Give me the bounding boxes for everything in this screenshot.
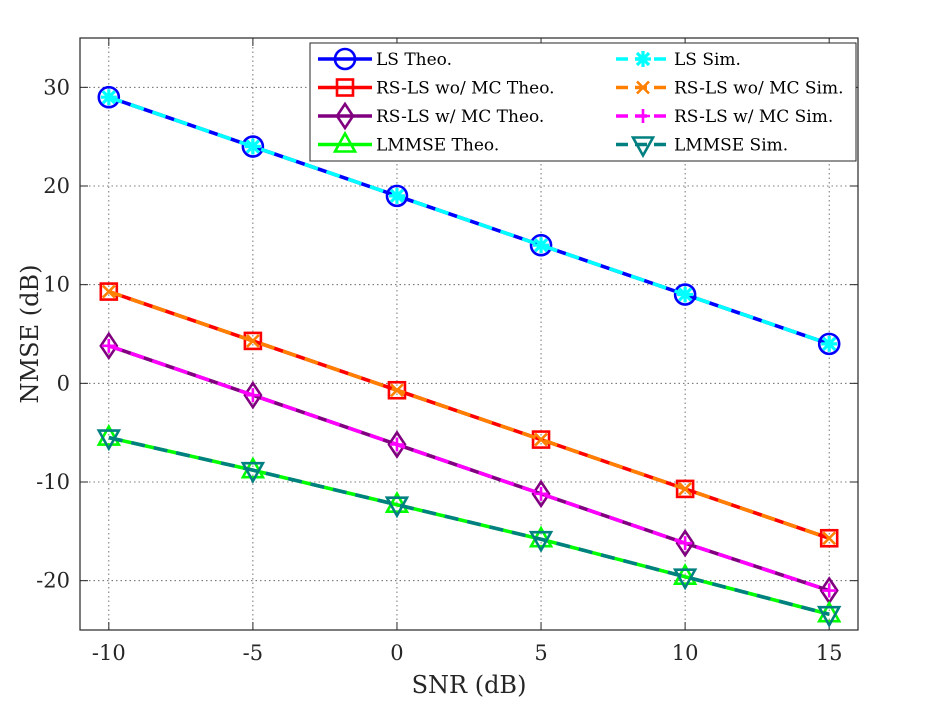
x-tick-label: 0 [390, 641, 403, 665]
y-tick-label: -20 [36, 569, 70, 593]
series-rs-ls-w-mc-sim [101, 338, 837, 598]
legend-label: RS-LS w/ MC Sim. [674, 107, 833, 127]
data-point-rs-ls-w-mc-theo [675, 528, 695, 558]
data-point-rs-ls-wo-mc-sim [678, 481, 693, 496]
data-point-lmmse-sim [816, 605, 842, 628]
legend-label: RS-LS w/ MC Theo. [376, 107, 544, 127]
data-point-ls-theo [385, 184, 409, 208]
data-point-rs-ls-wo-mc-sim [822, 531, 837, 546]
legend-entry-ls-theo: LS Theo. [318, 47, 452, 71]
tick-labels: -10 -5 0 5 10 15 -20 -10 0 10 20 30 [36, 75, 842, 665]
legend: LS Theo. LS Sim. RS-LS wo/ MC Theo. RS-LS w… [309, 42, 857, 162]
data-point-rs-ls-w-mc-theo [387, 430, 407, 459]
data-point-rs-ls-wo-mc-sim [245, 333, 260, 348]
legend-swatch-marker [335, 101, 355, 131]
x-axis-label: SNR (dB) [412, 671, 527, 699]
data-point-ls-sim [677, 286, 694, 303]
series-line-ls-sim [108, 95, 830, 346]
data-point-rs-ls-wo-mc-sim [534, 432, 548, 447]
data-point-ls-sim [100, 89, 117, 106]
data-point-ls-sim [821, 335, 838, 352]
x-tick-label: -10 [92, 641, 126, 665]
data-point-rs-ls-w-mc-theo [99, 331, 119, 361]
y-tick-label: 0 [57, 371, 70, 395]
data-point-rs-ls-wo-mc-theo [243, 331, 263, 351]
series-ls-sim [100, 89, 838, 352]
data-point-rs-ls-w-mc-sim [678, 536, 693, 551]
data-point-ls-theo [97, 85, 121, 109]
legend-swatch-marker [636, 109, 650, 123]
series-rs-ls-wo-mc-sim [101, 284, 837, 546]
data-point-ls-sim [533, 237, 550, 254]
y-axis-label: NMSE (dB) [16, 265, 44, 404]
data-point-ls-theo [817, 332, 841, 356]
data-point-lmmse-theo [96, 423, 122, 446]
legend-box [309, 42, 857, 162]
legend-label: LMMSE Sim. [674, 136, 788, 156]
legend-entry-rs-ls-wo-mc-theo: RS-LS wo/ MC Theo. [318, 78, 555, 99]
legend-entry-rs-ls-wo-mc-sim: RS-LS wo/ MC Sim. [616, 79, 844, 99]
legend-entry-rs-ls-w-mc-sim: RS-LS w/ MC Sim. [616, 107, 833, 127]
y-tick-label: 20 [43, 174, 70, 198]
legend-label: LS Theo. [376, 50, 452, 70]
y-tick-label: 10 [43, 273, 70, 297]
y-tick-label: -10 [36, 470, 70, 494]
data-point-lmmse-sim [240, 461, 266, 484]
legend-label: LMMSE Theo. [376, 136, 499, 156]
legend-label: RS-LS wo/ MC Sim. [674, 79, 844, 99]
data-point-rs-ls-wo-mc-sim [390, 383, 404, 398]
data-point-ls-sim [244, 138, 261, 155]
data-point-rs-ls-wo-mc-sim [101, 284, 116, 299]
data-point-lmmse-sim [96, 429, 122, 452]
legend-label: RS-LS wo/ MC Theo. [376, 79, 555, 99]
series-line-lmmse-sim [108, 435, 830, 616]
data-point-rs-ls-wo-mc-theo [819, 528, 839, 548]
data-point-ls-theo [529, 233, 553, 257]
series-line-rs-ls-wo-mc-sim [108, 289, 830, 540]
data-point-rs-ls-wo-mc-theo [675, 479, 695, 499]
legend-swatch-marker [635, 51, 651, 67]
legend-swatch-marker [332, 130, 358, 153]
data-point-rs-ls-w-mc-theo [243, 380, 263, 410]
legend-swatch-marker [333, 47, 357, 71]
x-tick-label: 10 [672, 641, 699, 665]
x-tick-label: -5 [243, 641, 263, 665]
legend-swatch-marker [335, 78, 355, 97]
series-lmmse-theo [96, 423, 842, 623]
legend-swatch-marker [630, 136, 656, 159]
legend-entry-ls-sim: LS Sim. [616, 50, 741, 70]
legend-label: LS Sim. [674, 50, 741, 70]
axes-box [79, 37, 859, 631]
series-group [96, 85, 842, 628]
legend-entry-lmmse-sim: LMMSE Sim. [616, 136, 788, 159]
data-point-rs-ls-wo-mc-theo [531, 430, 551, 449]
y-tick-label: 30 [43, 75, 70, 99]
data-point-lmmse-sim [528, 530, 554, 553]
legend-swatch-marker [636, 80, 650, 95]
data-point-lmmse-theo [384, 491, 410, 513]
legend-entry-lmmse-theo: LMMSE Theo. [318, 130, 499, 156]
data-point-rs-ls-w-mc-sim [245, 388, 260, 403]
series-lmmse-sim [96, 429, 842, 628]
data-point-lmmse-sim [672, 568, 698, 591]
data-point-rs-ls-w-mc-sim [389, 437, 404, 452]
data-point-lmmse-sim [384, 496, 410, 519]
data-point-rs-ls-w-mc-sim [822, 583, 837, 598]
data-point-ls-sim [388, 187, 405, 204]
data-point-rs-ls-w-mc-sim [101, 338, 116, 353]
data-point-rs-ls-w-mc-sim [534, 486, 549, 501]
data-point-rs-ls-wo-mc-theo [387, 380, 407, 400]
data-point-rs-ls-wo-mc-theo [99, 282, 119, 301]
series-line-rs-ls-w-mc-sim [108, 344, 830, 593]
legend-entry-rs-ls-w-mc-theo: RS-LS w/ MC Theo. [318, 101, 544, 131]
data-point-rs-ls-w-mc-theo [531, 479, 551, 509]
x-tick-label: 15 [816, 641, 843, 665]
x-tick-label: 5 [534, 641, 547, 665]
data-point-ls-theo [241, 135, 265, 158]
data-point-ls-theo [673, 283, 697, 306]
